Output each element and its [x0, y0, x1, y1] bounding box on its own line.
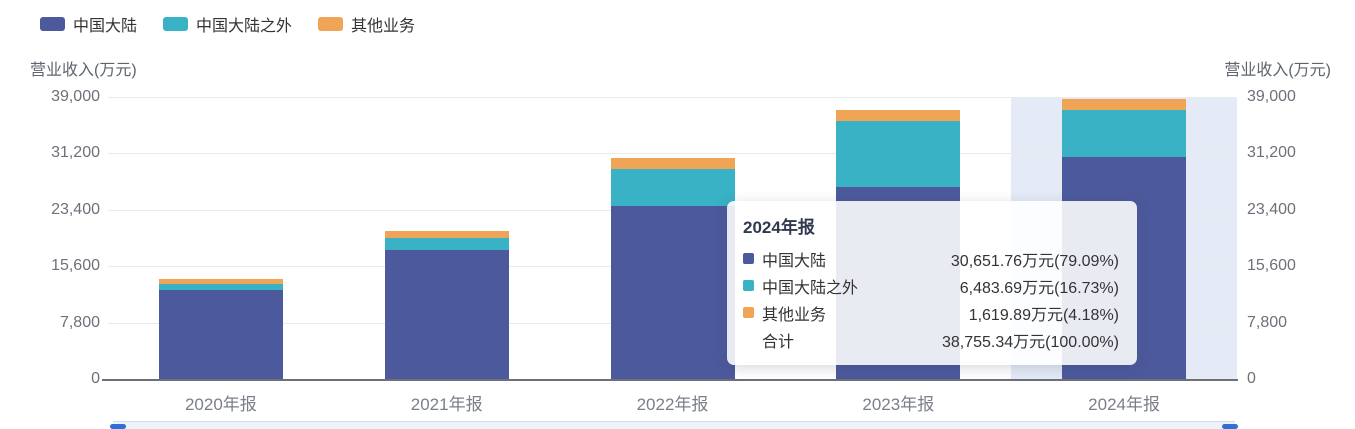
y-axis-tick-label-left: 0	[91, 370, 100, 387]
tooltip-title: 2024年报	[743, 218, 815, 237]
bar-segment-中国大陆之外[interactable]	[610, 168, 735, 207]
bar-segment-其他业务[interactable]	[610, 157, 735, 169]
y-axis-tick-label-right: 7,800	[1247, 313, 1288, 331]
y-axis-tick-label-right: 0	[1247, 370, 1256, 387]
legend-marker-icon	[163, 17, 189, 31]
legend-label: 中国大陆	[73, 18, 138, 35]
tooltip-series-label: 其他业务	[762, 306, 827, 324]
legend-marker-icon	[40, 17, 65, 31]
tooltip-series-value: 30,651.76万元(79.09%)	[950, 252, 1119, 270]
bar-segment-其他业务[interactable]	[1062, 98, 1187, 111]
y-axis-tick-label-left: 31,200	[51, 144, 100, 162]
legend-marker-icon	[318, 17, 344, 31]
x-axis-category-label: 2021年报	[410, 395, 483, 414]
x-axis-line	[102, 379, 1238, 381]
tooltip-series-marker	[743, 334, 754, 345]
bar-segment-中国大陆[interactable]	[610, 206, 735, 379]
datazoom-right-handle[interactable]	[1222, 424, 1238, 429]
legend-label: 其他业务	[351, 18, 416, 35]
bar-segment-其他业务[interactable]	[836, 110, 961, 122]
tooltip-series-value: 6,483.69万元(16.73%)	[959, 279, 1119, 297]
tooltip-row: 其他业务 1,619.89万元(4.18%)	[743, 299, 1119, 326]
tooltip-series-label: 中国大陆	[762, 252, 827, 270]
bar-segment-其他业务[interactable]	[384, 230, 509, 238]
datazoom-left-handle[interactable]	[110, 424, 126, 429]
bar-segment-中国大陆[interactable]	[384, 250, 509, 379]
bar-segment-中国大陆之外[interactable]	[1062, 110, 1187, 158]
y-axis-title-left: 营业收入(万元)	[30, 62, 137, 79]
bar-segment-其他业务[interactable]	[158, 279, 283, 284]
x-axis-category-label: 2020年报	[184, 395, 257, 414]
x-axis-category-label: 2023年报	[862, 395, 935, 414]
x-axis-category-label: 2024年报	[1088, 395, 1160, 414]
x-axis-category-label: 2022年报	[636, 395, 709, 414]
y-axis-tick-label-left: 15,600	[51, 257, 100, 275]
tooltip-row: 中国大陆之外 6,483.69万元(16.73%)	[743, 272, 1119, 299]
y-axis-title-right: 营业收入(万元)	[1224, 62, 1331, 79]
y-axis-tick-label-right: 15,600	[1247, 257, 1296, 275]
bar-segment-中国大陆[interactable]	[158, 290, 283, 379]
y-axis-tick-label-right: 23,400	[1247, 200, 1296, 218]
tooltip-series-marker	[743, 280, 754, 291]
y-axis-tick-label-right: 31,200	[1247, 144, 1296, 162]
legend-label: 中国大陆之外	[196, 18, 293, 35]
bar-segment-中国大陆之外[interactable]	[158, 283, 283, 291]
tooltip-series-label: 中国大陆之外	[762, 279, 859, 297]
bar-segment-中国大陆之外[interactable]	[384, 237, 509, 251]
tooltip-series-value: 1,619.89万元(4.18%)	[968, 306, 1119, 324]
tooltip-series-value: 38,755.34万元(100.00%)	[941, 333, 1119, 351]
bar-segment-中国大陆之外[interactable]	[836, 121, 961, 187]
tooltip-series-marker	[743, 307, 754, 318]
y-axis-tick-label-left: 23,400	[51, 200, 100, 218]
legend-item-其他业务[interactable]: 其他业务	[318, 12, 415, 36]
tooltip: 2024年报 中国大陆 30,651.76万元(79.09%) 中国大陆之外 6,48…	[727, 201, 1137, 365]
grid-line	[108, 97, 1237, 98]
legend-item-中国大陆[interactable]: 中国大陆	[40, 12, 137, 36]
datazoom-slider[interactable]	[110, 421, 1238, 429]
grid-line	[108, 153, 1237, 155]
y-axis-tick-label-right: 39,000	[1247, 88, 1296, 105]
legend-item-中国大陆之外[interactable]: 中国大陆之外	[163, 12, 292, 36]
tooltip-series-label: 合计	[762, 333, 795, 351]
y-axis-tick-label-left: 39,000	[51, 88, 100, 105]
tooltip-series-marker	[743, 253, 754, 264]
tooltip-row: 中国大陆 30,651.76万元(79.09%)	[743, 245, 1119, 272]
tooltip-row: 合计 38,755.34万元(100.00%)	[743, 326, 1119, 353]
y-axis-tick-label-left: 7,800	[59, 313, 100, 331]
legend: 中国大陆 中国大陆之外 其他业务	[40, 12, 415, 36]
